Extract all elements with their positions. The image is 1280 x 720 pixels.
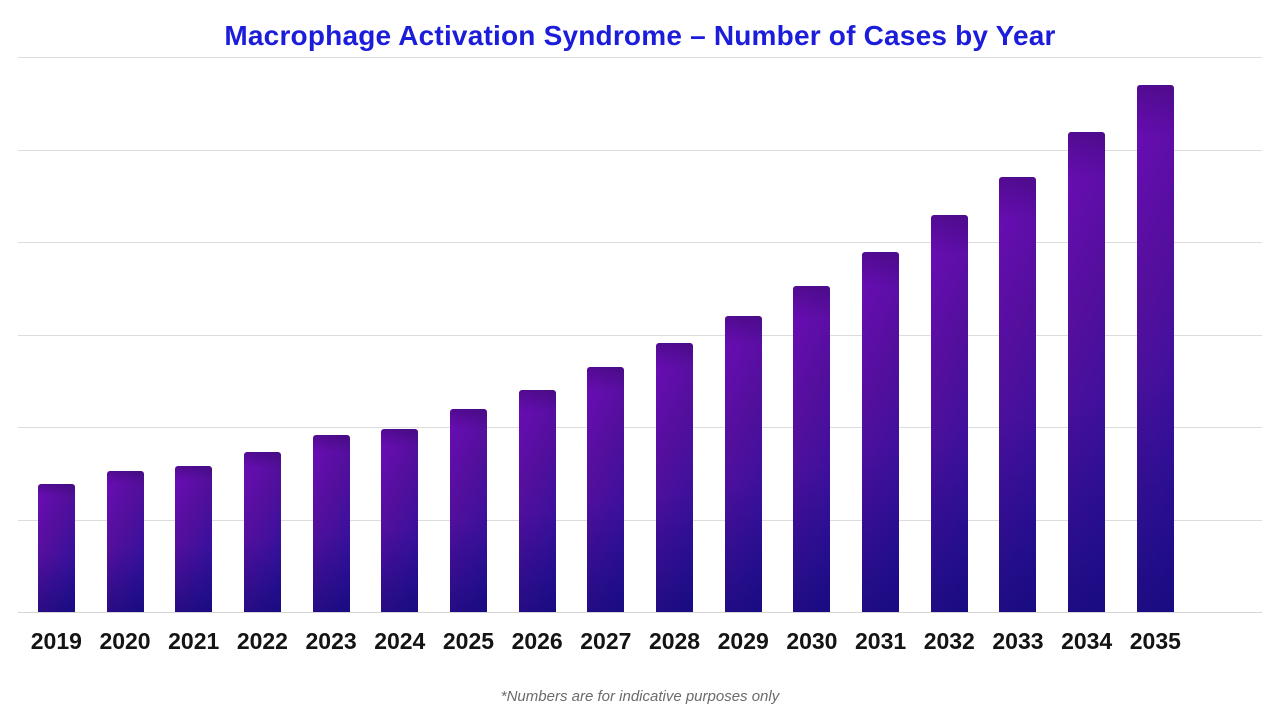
- x-tick-label-2035: 2035: [1129, 628, 1181, 654]
- bar-2029: [724, 316, 762, 612]
- bar-2032: [930, 215, 968, 612]
- bar-band: [297, 57, 366, 612]
- bar-2021: [175, 465, 213, 612]
- bar-2034: [1068, 131, 1106, 612]
- bar-2024: [381, 428, 419, 612]
- bar-2030: [793, 286, 831, 612]
- bar-2019: [37, 484, 75, 612]
- x-tick-label-2020: 2020: [99, 628, 151, 654]
- x-tick-label-2034: 2034: [1061, 628, 1113, 654]
- x-tick-label-2021: 2021: [168, 628, 220, 654]
- bar-band: [640, 57, 709, 612]
- x-tick-label-2023: 2023: [305, 628, 357, 654]
- bar-band: [984, 57, 1053, 612]
- x-tick-label-2029: 2029: [717, 628, 769, 654]
- bar-band: [22, 57, 91, 612]
- x-tick-label-2026: 2026: [511, 628, 563, 654]
- x-tick-label-2022: 2022: [236, 628, 288, 654]
- gridline: [18, 242, 1262, 243]
- bar-2022: [243, 451, 281, 612]
- x-axis-line: [18, 612, 1262, 613]
- bar-band: [1052, 57, 1121, 612]
- bar-2028: [656, 342, 694, 612]
- gridline: [18, 57, 1262, 58]
- bar-2020: [106, 471, 144, 612]
- bar-band: [915, 57, 984, 612]
- bar-2035: [1136, 84, 1174, 612]
- footnote: *Numbers are for indicative purposes onl…: [500, 688, 780, 705]
- bar-band: [846, 57, 915, 612]
- gridline: [18, 519, 1262, 521]
- x-tick-label-2024: 2024: [374, 628, 426, 654]
- x-tick-label-2032: 2032: [923, 628, 975, 654]
- bar-band: [572, 57, 641, 612]
- bar-2023: [312, 435, 350, 612]
- bar-2026: [518, 390, 556, 612]
- bar-band: [159, 57, 228, 612]
- x-axis-labels: 2019 2020 2021 2022 2023 2024 2025 2026 2027 2028…: [22, 628, 1190, 655]
- bar-2031: [862, 252, 900, 612]
- chart-title: Macrophage Activation Syndrome – Number …: [224, 20, 1056, 51]
- x-tick-label-2033: 2033: [992, 628, 1044, 654]
- x-tick-label-2028: 2028: [648, 628, 701, 654]
- bar-2025: [449, 409, 487, 612]
- bar-band: [1121, 57, 1190, 612]
- bar-band: [91, 57, 160, 612]
- bars-container: [22, 57, 1190, 612]
- x-tick-label-2025: 2025: [442, 628, 495, 654]
- gridline: [18, 427, 1262, 428]
- x-tick-label-2027: 2027: [580, 628, 632, 654]
- bar-band: [228, 57, 297, 612]
- bar-band: [709, 57, 778, 612]
- bar-band: [434, 57, 503, 612]
- x-tick-label-2019: 2019: [30, 628, 82, 654]
- bar-2033: [999, 177, 1037, 612]
- gridline: [18, 149, 1262, 151]
- x-tick-label-2031: 2031: [855, 628, 907, 654]
- bar-band: [365, 57, 434, 612]
- gridline: [18, 334, 1262, 336]
- x-tick-label-2030: 2030: [786, 628, 838, 654]
- bar-2027: [587, 366, 625, 612]
- plot-area: [18, 57, 1262, 613]
- bar-band: [503, 57, 572, 612]
- bar-band: [778, 57, 847, 612]
